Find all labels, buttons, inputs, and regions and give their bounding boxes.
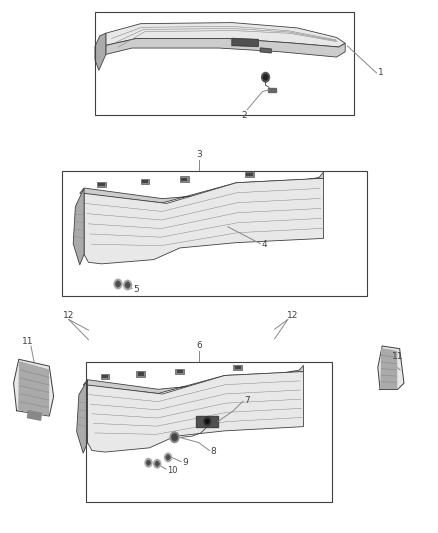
Text: 2: 2 bbox=[241, 111, 247, 120]
Polygon shape bbox=[77, 379, 88, 453]
Bar bbox=[233, 365, 242, 370]
Bar bbox=[245, 172, 254, 177]
Circle shape bbox=[261, 72, 269, 82]
Text: 7: 7 bbox=[244, 395, 250, 405]
Circle shape bbox=[154, 459, 161, 468]
Circle shape bbox=[204, 417, 211, 425]
Circle shape bbox=[166, 455, 170, 459]
Bar bbox=[99, 183, 105, 187]
Text: 8: 8 bbox=[211, 447, 216, 456]
Circle shape bbox=[114, 279, 122, 289]
Text: 9: 9 bbox=[182, 458, 188, 467]
Bar bbox=[138, 373, 144, 376]
Polygon shape bbox=[106, 38, 345, 57]
Text: 6: 6 bbox=[197, 341, 202, 350]
Circle shape bbox=[263, 75, 268, 80]
Circle shape bbox=[165, 453, 172, 462]
Bar bbox=[62, 171, 367, 296]
Polygon shape bbox=[381, 349, 396, 389]
Text: 1: 1 bbox=[378, 68, 384, 77]
Bar bbox=[97, 182, 106, 188]
Bar bbox=[176, 369, 184, 374]
Polygon shape bbox=[378, 346, 404, 390]
Bar bbox=[141, 179, 149, 184]
Circle shape bbox=[145, 458, 152, 467]
Text: 3: 3 bbox=[197, 150, 202, 159]
Polygon shape bbox=[88, 372, 304, 452]
Circle shape bbox=[155, 462, 159, 466]
Polygon shape bbox=[80, 172, 323, 203]
Text: 11: 11 bbox=[392, 352, 404, 361]
Bar bbox=[101, 374, 110, 379]
Text: 11: 11 bbox=[22, 337, 33, 346]
Text: 12: 12 bbox=[287, 311, 299, 320]
Circle shape bbox=[172, 434, 177, 440]
Circle shape bbox=[124, 280, 131, 290]
Text: 10: 10 bbox=[167, 466, 177, 474]
Bar bbox=[247, 173, 253, 176]
Text: 5: 5 bbox=[133, 285, 139, 294]
Polygon shape bbox=[73, 188, 84, 265]
Bar bbox=[95, 12, 354, 115]
Polygon shape bbox=[268, 88, 276, 92]
Bar bbox=[136, 372, 145, 377]
Bar bbox=[102, 375, 108, 378]
Polygon shape bbox=[19, 362, 48, 415]
Bar bbox=[181, 177, 187, 181]
Polygon shape bbox=[14, 359, 53, 416]
Circle shape bbox=[170, 432, 179, 442]
Polygon shape bbox=[83, 366, 304, 393]
Text: 12: 12 bbox=[63, 311, 74, 320]
Bar bbox=[177, 370, 183, 373]
Bar bbox=[86, 362, 332, 503]
Text: 4: 4 bbox=[261, 240, 267, 249]
Polygon shape bbox=[232, 38, 258, 46]
Polygon shape bbox=[28, 411, 42, 420]
Circle shape bbox=[147, 461, 150, 465]
Bar bbox=[235, 366, 241, 369]
Bar bbox=[142, 180, 148, 183]
Bar bbox=[180, 176, 188, 182]
Polygon shape bbox=[106, 22, 345, 47]
Polygon shape bbox=[196, 416, 218, 426]
Polygon shape bbox=[95, 33, 106, 70]
Polygon shape bbox=[84, 179, 323, 264]
Circle shape bbox=[125, 282, 130, 288]
Circle shape bbox=[116, 281, 120, 287]
Polygon shape bbox=[260, 48, 271, 53]
Circle shape bbox=[205, 419, 209, 423]
